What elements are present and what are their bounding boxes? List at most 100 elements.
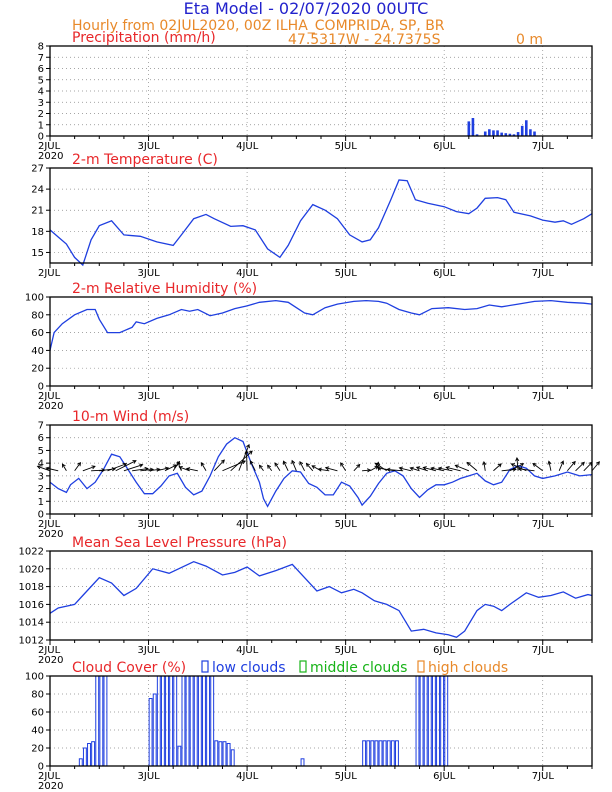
wind-arrow-head	[36, 465, 42, 470]
wind-arrow	[353, 464, 361, 472]
wind-arrow-head	[317, 467, 322, 472]
wind-arrow	[558, 460, 564, 471]
x-tick-label: 7JUL	[532, 771, 555, 782]
wind-arrow-head	[305, 462, 310, 468]
y-tick-label: 18	[31, 227, 44, 238]
wind-arrow	[466, 462, 478, 472]
x-tick-label: 3JUL	[138, 519, 161, 530]
cloud-bar-low	[436, 675, 440, 767]
x-tick-label: 5JUL	[335, 268, 358, 279]
precip-bar	[516, 132, 520, 136]
wind-arrow-head	[220, 459, 225, 464]
cloud-bar-low	[148, 698, 153, 767]
wind-arrow	[410, 467, 420, 472]
series-line-wind	[49, 436, 593, 508]
y-tick-label: 8	[38, 42, 44, 53]
wind-arrow-head	[466, 461, 471, 466]
legend-low: low clouds	[212, 660, 286, 676]
cloud-bar-low	[197, 675, 202, 767]
x-tick-label: 4JUL	[236, 268, 259, 279]
precip-bar	[533, 131, 536, 136]
cloud-bar-low	[214, 740, 219, 767]
panel-title-temp: 2-m Temperature (C)	[72, 152, 218, 168]
x-tick-label: 6JUL	[433, 141, 456, 152]
wind-arrow-head	[77, 461, 82, 467]
wind-arrow	[238, 444, 250, 471]
wind-arrow	[493, 463, 502, 472]
panel-pressure: 1012 1014 1016 1018 1020 1022 2JUL 3JUL 4JUL 5JUL…	[19, 535, 593, 666]
y-tick-label: 7	[38, 53, 44, 64]
cloud-bar-low	[156, 675, 161, 767]
cloud-bar-low	[193, 675, 198, 767]
y-tick-label: 1012	[19, 636, 44, 647]
wind-arrow-head	[111, 467, 117, 472]
cloud-bar-low	[415, 675, 420, 767]
wind-arrow-head	[274, 462, 279, 467]
x-tick-label: 2JUL	[38, 645, 61, 656]
x-tick-label: 2JUL	[38, 268, 61, 279]
wind-arrow-head	[356, 463, 361, 469]
wind-arrow	[107, 463, 127, 472]
y-tick-label: 2	[38, 109, 44, 120]
cloud-bar-low	[91, 741, 96, 767]
cloud-bar-low	[444, 675, 449, 767]
x-year-label: 2020	[38, 781, 63, 792]
y-tick-label: 1020	[19, 564, 44, 575]
legend-swatch-middle	[299, 660, 307, 673]
wind-arrow-head	[482, 460, 487, 466]
x-tick-label: 5JUL	[335, 141, 358, 152]
wind-arrow-head	[398, 466, 403, 471]
panel-cloud: 0 20 40 60 80 100 2JUL 3JUL 4JUL 5JUL 6JUL 7JUL 2020…	[25, 660, 593, 792]
x-tick-label: 5JUL	[335, 645, 358, 656]
precip-bar	[467, 121, 471, 136]
y-tick-label: 60	[31, 328, 44, 339]
x-tick-label: 2JUL	[38, 771, 61, 782]
cloud-bar-low	[362, 740, 367, 767]
wind-arrow	[246, 450, 248, 471]
wind-arrow-head	[139, 463, 144, 468]
precip-bar	[512, 134, 516, 136]
legend-high: high clouds	[428, 660, 508, 676]
precip-bar	[488, 129, 491, 136]
wind-arrow-head	[61, 463, 66, 468]
cloud-bar-low	[366, 740, 371, 767]
wind-arrow	[591, 461, 600, 472]
x-tick-label: 5JUL	[335, 771, 358, 782]
y-tick-label: 1	[38, 120, 44, 131]
wind-arrow-head	[497, 463, 502, 468]
wind-arrow	[299, 461, 305, 471]
cloud-bar-low	[82, 747, 87, 767]
x-tick-label: 3JUL	[138, 645, 161, 656]
panel-title-cloud: Cloud Cover (%)	[72, 660, 186, 676]
y-tick-label: 3	[38, 471, 44, 482]
cloud-bar-low	[103, 675, 108, 767]
y-tick-label: 15	[31, 248, 44, 259]
y-tick-label: 3	[38, 98, 44, 109]
wind-arrow-head	[91, 465, 96, 470]
wind-arrow-head	[445, 465, 450, 470]
y-tick-label: 2	[38, 484, 44, 495]
wind-arrow-head	[515, 457, 520, 462]
cloud-bar-low	[99, 675, 104, 767]
y-tick-label: 0	[38, 762, 44, 773]
y-tick-label: 1016	[19, 600, 44, 611]
x-tick-label: 4JUL	[236, 771, 259, 782]
wind-arrow	[532, 463, 543, 472]
y-tick-label: 100	[25, 293, 44, 304]
wind-arrow	[455, 464, 469, 472]
wind-arrow	[249, 460, 256, 471]
precip-bar	[475, 134, 479, 136]
wind-arrow-head	[532, 462, 537, 467]
y-tick-label: 1022	[19, 547, 44, 558]
cloud-bar-low	[395, 740, 399, 767]
wind-arrow-head	[595, 461, 600, 466]
cloud-bar-low	[423, 675, 428, 767]
wind-arrow	[62, 463, 67, 472]
y-tick-label: 5	[38, 446, 44, 457]
wind-arrow-head	[519, 463, 525, 467]
x-tick-label: 2JUL	[38, 391, 61, 402]
y-tick-label: 20	[31, 364, 44, 375]
wind-arrow-head	[340, 462, 344, 467]
cloud-bar-low	[173, 675, 178, 767]
y-tick-label: 80	[31, 690, 44, 701]
